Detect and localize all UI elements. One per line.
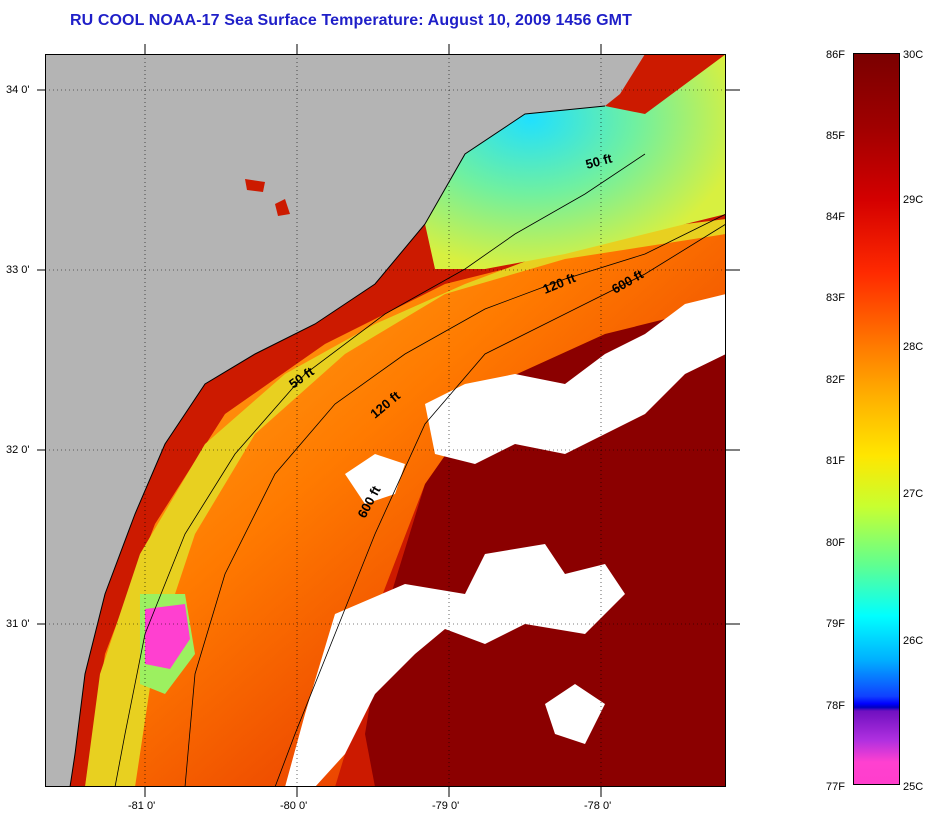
- colorbar-f-label: 80F: [826, 537, 845, 549]
- lon-tick-label: -81 0': [128, 800, 156, 812]
- lat-tick-label: 31 0': [6, 618, 30, 630]
- inland-water: [275, 199, 290, 216]
- colorbar-f-label: 85F: [826, 130, 845, 142]
- contour-label-50ft-north: 50 ft: [584, 150, 614, 172]
- map-border: [45, 54, 726, 787]
- clouds: [285, 294, 726, 787]
- grid-lines: [45, 54, 726, 787]
- cloud-patch: [285, 544, 625, 787]
- colorbar-f-label: 84F: [826, 211, 845, 223]
- lat-tick-label: 33 0': [6, 264, 30, 276]
- colorbar-f-label: 86F: [826, 49, 845, 61]
- pink-anomaly: [145, 604, 190, 669]
- isobath-600ft: [274, 223, 726, 787]
- nearshore-band: [85, 219, 726, 787]
- map-title: RU COOL NOAA-17 Sea Surface Temperature:…: [70, 12, 632, 29]
- colorbar-c-label: 26C: [903, 635, 924, 647]
- lat-tick-label: 34 0': [6, 84, 30, 96]
- lon-tick-label: -79 0': [432, 800, 460, 812]
- colorbar-c-label: 25C: [903, 781, 924, 793]
- shelf-band: [85, 234, 726, 787]
- sst-map: 50 ft 120 ft 600 ft 50 ft 120 ft 600 ft: [45, 54, 726, 787]
- coastline: [69, 105, 606, 787]
- lon-tick-label: -80 0': [280, 800, 308, 812]
- temperature-colorbar: [853, 53, 900, 785]
- land: [45, 54, 605, 787]
- colorbar-f-label: 77F: [826, 781, 845, 793]
- cloud-patch: [425, 294, 726, 464]
- inland-water: [245, 179, 265, 192]
- colorbar-f-label: 81F: [826, 455, 845, 467]
- lat-tick-label: 32 0': [6, 444, 30, 456]
- land-ne: [605, 54, 645, 106]
- cloud-patch: [545, 684, 605, 744]
- lon-tick-label: -78 0': [584, 800, 612, 812]
- colorbar-c-label: 28C: [903, 341, 924, 353]
- colorbar-f-label: 83F: [826, 292, 845, 304]
- cloud-patch: [345, 454, 405, 504]
- colorbar-c-label: 30C: [903, 49, 924, 61]
- colorbar-f-label: 79F: [826, 618, 845, 630]
- colorbar-f-label: 78F: [826, 700, 845, 712]
- colorbar-c-label: 29C: [903, 194, 924, 206]
- isobath-50ft: [114, 153, 646, 787]
- colorbar-c-label: 27C: [903, 488, 924, 500]
- cool-bay: [425, 54, 726, 269]
- colorbar-f-label: 82F: [826, 374, 845, 386]
